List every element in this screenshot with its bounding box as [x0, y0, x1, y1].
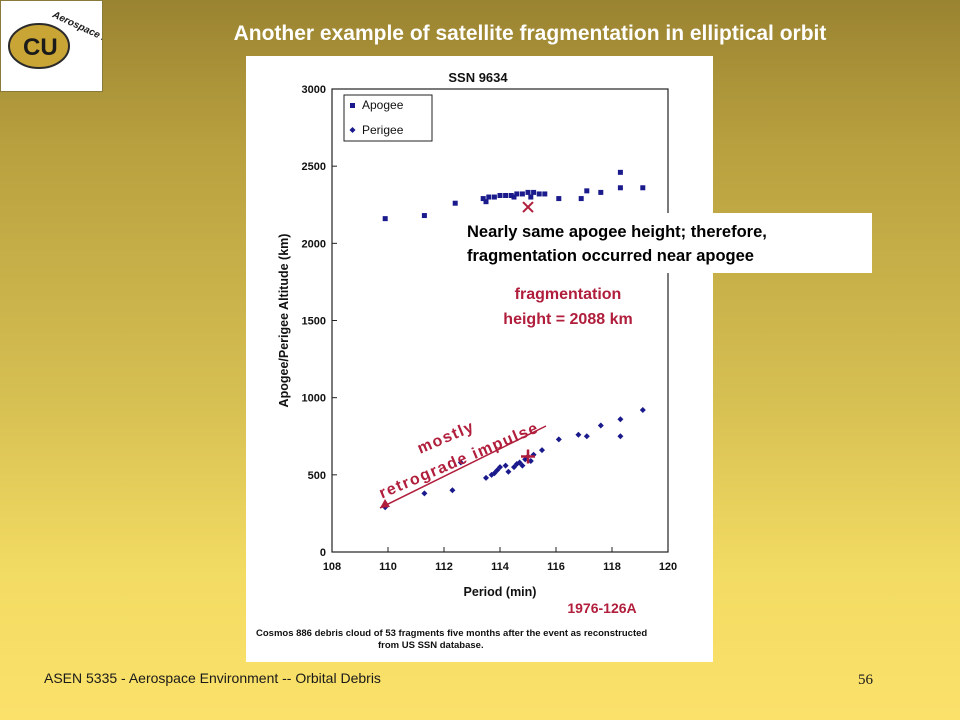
- cu-aerospace-logo: CU Aerospace Engineering: [0, 0, 157, 92]
- apogee-note-box: Nearly same apogee height; therefore, fr…: [460, 213, 872, 273]
- legend-perigee-label: Perigee: [362, 123, 404, 137]
- apogee-point: [525, 189, 531, 195]
- perigee-point: [530, 451, 537, 458]
- fragmentation-label-line1: fragmentation: [515, 286, 622, 303]
- y-tick-label: 500: [308, 470, 326, 482]
- apogee-point: [421, 213, 427, 219]
- apogee-point: [503, 192, 509, 198]
- apogee-point: [511, 194, 517, 200]
- perigee-point: [483, 474, 489, 481]
- apogee-point: [528, 194, 534, 200]
- scatter-chart: SSN 9634 108 110 112 114 116 118 120 0 500 1000 15…: [256, 70, 677, 651]
- fragmentation-markers: [521, 201, 535, 464]
- perigee-point: [555, 436, 562, 443]
- perigee-point: [617, 416, 624, 423]
- chart-figure: SSN 9634 108 110 112 114 116 118 120 0 500 1000 15…: [246, 56, 713, 662]
- y-tick-label: 0: [320, 547, 326, 559]
- fragmentation-label-line2: height = 2088 km: [503, 311, 632, 328]
- perigee-point: [457, 459, 464, 466]
- y-tick-label: 1000: [302, 393, 326, 405]
- perigee-point: [539, 447, 545, 454]
- legend-apogee-marker: [350, 103, 355, 108]
- apogee-point: [578, 196, 584, 202]
- apogee-point: [598, 189, 604, 195]
- designator-label: 1976-126A: [567, 600, 636, 616]
- apogee-point: [542, 191, 548, 197]
- x-tick-label: 114: [491, 561, 510, 573]
- perigee-point: [639, 407, 646, 414]
- apogee-point: [497, 192, 503, 198]
- slide-title: Another example of satellite fragmentati…: [233, 22, 827, 45]
- apogee-point: [508, 192, 514, 198]
- apogee-point: [556, 196, 562, 202]
- y-tick-label: 3000: [302, 84, 326, 96]
- impulse-arrow-head: [380, 499, 390, 508]
- figure-caption-line2: from US SSN database.: [378, 640, 484, 651]
- logo-buffalo-shape: [8, 23, 70, 69]
- apogee-point: [452, 200, 458, 206]
- x-tick-label: 118: [603, 561, 621, 573]
- apogee-fragmentation-x: [522, 201, 534, 213]
- perigee-point: [527, 457, 534, 464]
- perigee-point: [502, 462, 509, 469]
- perigee-point: [617, 433, 624, 440]
- apogee-note-line2: fragmentation occurred near apogee: [467, 247, 754, 265]
- logo-monogram: CU: [23, 34, 58, 61]
- apogee-point: [531, 189, 537, 195]
- perigee-point: [505, 468, 512, 475]
- x-tick-label: 116: [547, 561, 565, 573]
- apogee-note-line1: Nearly same apogee height; therefore,: [467, 223, 767, 241]
- apogee-point: [483, 199, 489, 205]
- apogee-point: [491, 194, 497, 200]
- impulse-arrow-line: [379, 425, 547, 509]
- legend-apogee-label: Apogee: [362, 98, 404, 112]
- perigee-point: [491, 470, 498, 477]
- perigee-point: [516, 459, 523, 466]
- apogee-point: [584, 188, 590, 194]
- perigee-point: [497, 464, 503, 471]
- footer-course: ASEN 5335 - Aerospace Environment -- Orb…: [44, 670, 381, 686]
- apogee-point: [519, 191, 525, 197]
- x-tick-label: 110: [379, 561, 397, 573]
- x-tick-label: 112: [435, 561, 453, 573]
- perigee-point: [597, 422, 604, 429]
- chart-title: SSN 9634: [448, 70, 508, 85]
- logo-graphic: CU Aerospace Engineering: [8, 9, 157, 69]
- perigee-point: [449, 487, 456, 494]
- page-number: 56: [858, 672, 873, 688]
- figure-caption-line1: Cosmos 886 debris cloud of 53 fragments …: [256, 628, 647, 639]
- y-axis-label: Apogee/Perigee Altitude (km): [277, 234, 291, 408]
- x-axis-label: Period (min): [464, 585, 537, 599]
- y-tick-label: 1500: [302, 316, 326, 328]
- perigee-point: [575, 431, 582, 438]
- y-tick-label: 2000: [302, 238, 326, 250]
- apogee-point: [486, 194, 492, 200]
- x-tick-label: 120: [659, 561, 677, 573]
- chart-legend: Apogee Perigee: [343, 94, 433, 142]
- axis-ticks: 108 110 112 114 116 118 120 0 500 1000 1500 2000 250…: [277, 84, 677, 599]
- perigee-point: [583, 433, 590, 440]
- perigee-point: [421, 490, 428, 497]
- apogee-point: [480, 196, 486, 202]
- apogee-point: [536, 191, 542, 197]
- data-points: [382, 169, 646, 511]
- apogee-point: [514, 191, 520, 197]
- y-tick-label: 2500: [302, 161, 326, 173]
- legend-perigee-marker: [349, 127, 356, 133]
- apogee-point: [382, 216, 388, 222]
- x-tick-label: 108: [323, 561, 341, 573]
- apogee-point: [617, 169, 623, 175]
- apogee-point: [640, 185, 646, 191]
- apogee-point: [617, 185, 623, 191]
- legend-box: [343, 94, 433, 142]
